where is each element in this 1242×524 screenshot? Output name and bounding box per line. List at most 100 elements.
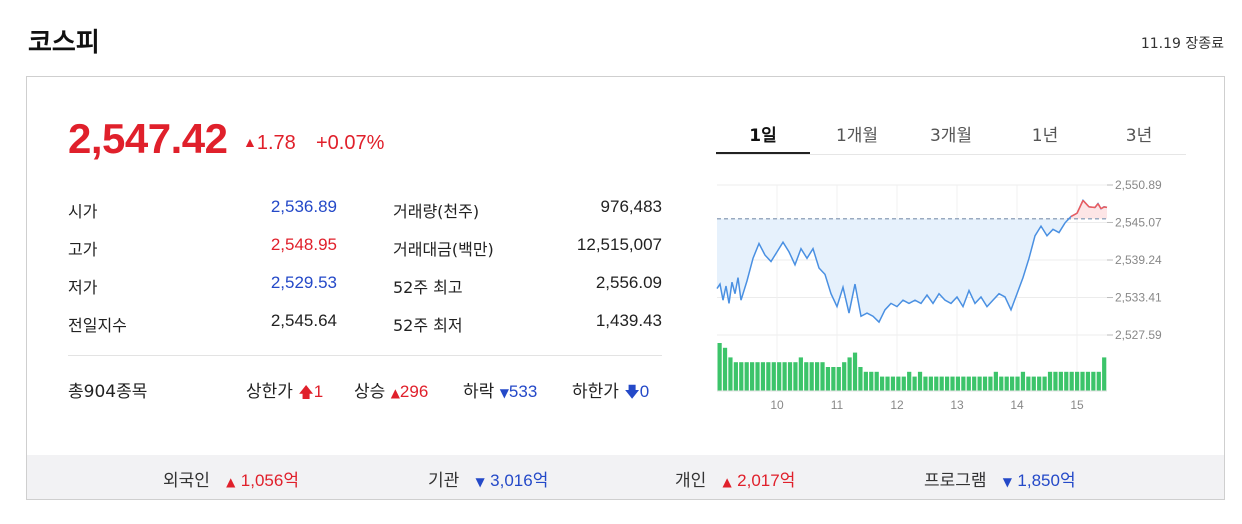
tab-1month[interactable]: 1개월 <box>835 126 879 146</box>
price-line-up-segment <box>1100 206 1105 210</box>
volume-bar <box>1020 371 1026 391</box>
volume-bar <box>988 376 993 391</box>
volume-bar <box>901 376 906 391</box>
price-line-up-segment <box>1070 212 1078 218</box>
volume-bar <box>1091 371 1096 391</box>
volume-bar <box>982 376 988 391</box>
investor-program-value: 1,850 <box>1017 471 1060 490</box>
upper-limit: 상한가 🡅1 <box>246 377 323 407</box>
price-line-up-segment <box>1097 203 1102 210</box>
investor-individual-unit: 억 <box>779 471 796 491</box>
volume-bar <box>1069 371 1074 391</box>
y-tick-label: 2,550.89 <box>1115 178 1162 192</box>
down-triangle-icon: ▼ <box>499 386 509 400</box>
up-triangle-icon: ▲ <box>722 475 732 489</box>
x-tick-label: 11 <box>831 398 844 412</box>
y-tick-label: 2,533.41 <box>1115 291 1162 305</box>
price-line-up-segment <box>1088 206 1096 209</box>
total-stocks: 총904종목 <box>68 382 148 402</box>
intraday-chart: 2,550.89 2,545.07 2,539.24 2,533.41 2,527.59… <box>716 178 1162 412</box>
volume-bar <box>912 376 917 391</box>
volume-bar <box>771 362 776 391</box>
price-line-up-segment <box>1082 199 1090 208</box>
volume-bar <box>831 367 836 391</box>
stat-high-value: 2,548.95 <box>270 235 337 254</box>
upper-limit-arrow-icon: 🡅 <box>298 383 314 401</box>
price-line-up-segment <box>1103 206 1108 209</box>
stat-amount-value: 12,515,007 <box>576 235 662 254</box>
tab-1year[interactable]: 1년 <box>1031 126 1059 146</box>
volume-bar <box>1004 376 1009 391</box>
page-title: 코스피 <box>28 28 100 58</box>
volume-bar <box>907 371 912 391</box>
x-tick-label: 14 <box>1010 398 1024 412</box>
price-line-up-segment <box>1076 200 1084 214</box>
investor-individual-label: 개인 <box>675 471 707 491</box>
volume-bar <box>993 371 998 391</box>
volume-bar <box>820 362 825 391</box>
investor-institution-value: 3,016 <box>490 471 533 490</box>
advancers-value: 296 <box>399 382 429 401</box>
volume-bar <box>842 362 847 391</box>
down-triangle-icon: ▼ <box>475 475 485 489</box>
volume-bar <box>1015 376 1020 391</box>
volume-bar <box>739 362 744 391</box>
decliners: 하락 ▼533 <box>463 377 537 402</box>
up-triangle-icon: ▲ <box>390 386 400 400</box>
volume-bar <box>939 376 944 391</box>
index-change: ▲1.78 <box>243 132 296 155</box>
decliners-value: 533 <box>508 382 538 401</box>
volume-bar <box>1031 376 1036 391</box>
divider <box>68 355 662 356</box>
investor-individual: 개인 ▲ 2,017억 <box>675 466 795 491</box>
stat-low-value: 2,529.53 <box>270 273 337 292</box>
stat-high-label: 고가 <box>68 240 98 259</box>
investor-program: 프로그램 ▼ 1,850억 <box>924 466 1076 491</box>
volume-bar <box>961 376 966 391</box>
volume-bar <box>1102 357 1107 391</box>
tab-3month[interactable]: 3개월 <box>929 126 973 146</box>
volume-bar <box>977 376 982 391</box>
volume-bar <box>880 376 885 391</box>
stat-low-label: 저가 <box>68 278 98 297</box>
volume-bar <box>858 367 863 391</box>
stat-prevclose-label: 전일지수 <box>68 316 127 335</box>
tab-3year[interactable]: 3년 <box>1125 126 1153 146</box>
change-value: 1.78 <box>256 132 296 154</box>
investor-institution: 기관 ▼ 3,016억 <box>428 466 548 491</box>
volume-bar <box>1037 376 1042 391</box>
volume-bar <box>744 362 749 391</box>
period-tabs: 1일 1개월 3개월 1년 3년 <box>716 121 1186 155</box>
stat-open-label: 시가 <box>68 202 98 221</box>
volume-bar <box>847 357 852 391</box>
stat-volume-label: 거래량(천주) <box>393 202 480 221</box>
investor-foreign-value: 1,056 <box>240 471 284 490</box>
volume-bar <box>782 362 787 391</box>
volume-bar <box>950 376 955 391</box>
x-tick-label: 15 <box>1070 398 1084 412</box>
price-line <box>716 199 1108 324</box>
x-tick-label: 13 <box>950 398 964 412</box>
volume-bar <box>999 376 1004 391</box>
volume-bar <box>836 367 841 391</box>
advancers: 상승 ▲296 <box>354 377 428 402</box>
investor-foreign-unit: 억 <box>283 471 299 491</box>
lower-limit: 하한가 🡇0 <box>572 377 649 407</box>
volume-bar <box>1064 371 1069 391</box>
y-tick-label: 2,539.24 <box>1115 253 1162 267</box>
volume-bar <box>945 376 950 391</box>
investor-individual-value: 2,017 <box>737 471 780 490</box>
lower-limit-label: 하한가 <box>572 382 619 402</box>
lower-limit-arrow-icon: 🡇 <box>624 383 640 401</box>
volume-bar <box>798 357 803 391</box>
volume-bar <box>1075 371 1080 391</box>
x-tick-label: 10 <box>770 398 784 412</box>
investor-program-label: 프로그램 <box>924 471 987 491</box>
y-tick-label: 2,545.07 <box>1115 215 1162 229</box>
volume-bar <box>804 362 809 391</box>
investor-program-unit: 억 <box>1059 471 1076 491</box>
volume-bar <box>934 376 939 391</box>
tab-1day[interactable]: 1일 <box>716 121 810 154</box>
stat-52w-low-label: 52주 최저 <box>393 316 463 335</box>
volume-bar <box>869 371 874 391</box>
